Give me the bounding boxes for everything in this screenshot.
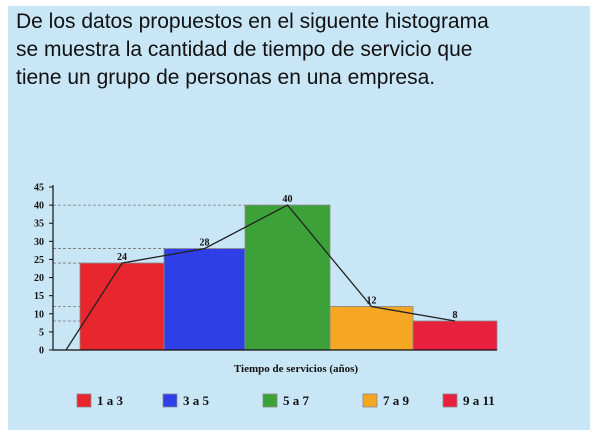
legend-label: 1 a 3	[97, 393, 124, 408]
y-tick-label: 20	[34, 273, 44, 284]
data-label: 40	[283, 194, 293, 205]
legend-swatch	[442, 393, 458, 408]
y-tick-label: 40	[34, 201, 44, 212]
legend-label: 7 a 9	[383, 393, 410, 408]
prompt-line-3: tiene un grupo de personas en una empres…	[16, 66, 436, 89]
frequency-polygon	[65, 204, 456, 351]
y-tick-label: 30	[34, 237, 44, 248]
legend: 1 a 3 3 a 5 5 a 7 7 a 9 9 a 11	[76, 393, 495, 408]
data-labels: 24 28 40 12 8	[117, 194, 458, 321]
legend-label: 9 a 11	[463, 393, 495, 408]
y-tick-label: 35	[34, 219, 44, 230]
legend-label: 3 a 5	[183, 393, 210, 408]
y-tick-label: 15	[34, 291, 44, 302]
y-tick-label: 25	[34, 255, 44, 266]
data-label: 24	[117, 252, 127, 263]
y-axis: 0 5 10 15 20 25 30 35 40 45	[34, 183, 497, 357]
y-tick-label: 5	[39, 327, 44, 338]
y-tick-label: 45	[34, 183, 44, 194]
bars	[79, 204, 498, 351]
bar-1-a-3	[79, 262, 165, 351]
data-label: 12	[367, 296, 377, 307]
bar-3-a-5	[163, 248, 246, 351]
bar-9-a-11	[412, 320, 498, 351]
prompt-line-2: se muestra la cantidad de tiempo de serv…	[16, 38, 473, 61]
exercise-prompt: De los datos propuestos en el siguente h…	[16, 8, 576, 92]
legend-swatch	[76, 393, 92, 408]
y-tick-label: 0	[39, 346, 44, 357]
prompt-line-1: De los datos propuestos en el siguente h…	[16, 10, 489, 33]
data-label: 8	[453, 310, 458, 321]
data-label: 28	[200, 238, 210, 249]
legend-swatch	[162, 393, 178, 408]
legend-swatch	[362, 393, 378, 408]
y-tick-label: 10	[34, 309, 44, 320]
legend-label: 5 a 7	[283, 393, 310, 408]
bar-7-a-9	[329, 306, 414, 351]
frequency-polygon-line	[65, 204, 456, 351]
x-axis-label: Tiempo de servicios (años)	[234, 363, 358, 375]
legend-swatch	[262, 393, 278, 408]
bar-5-a-7	[244, 204, 331, 351]
